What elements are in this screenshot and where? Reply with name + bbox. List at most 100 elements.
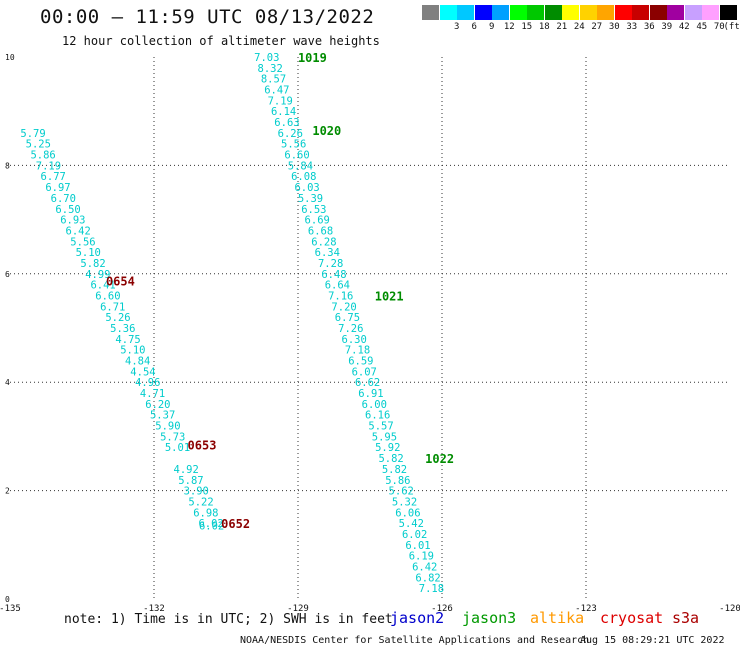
wave-height-value: 8.32: [258, 63, 283, 75]
wave-height-value: 5.62: [389, 486, 414, 498]
chart-subtitle: 12 hour collection of altimeter wave hei…: [62, 34, 380, 48]
color-swatch: [667, 5, 684, 20]
wave-height-value: 5.86: [385, 475, 410, 487]
wave-height-value: 6.77: [41, 171, 66, 183]
satellite-name-s3a: s3a: [672, 609, 700, 627]
wave-height-value: 7.28: [318, 258, 343, 270]
wave-height-value: 5.86: [30, 150, 55, 162]
wave-height-value: 7.19: [268, 95, 293, 107]
wave-height-value: 7.18: [345, 345, 370, 357]
wave-height-value: 6.50: [55, 204, 80, 216]
wave-height-value: 6.48: [321, 269, 346, 281]
color-scale-label: 3: [454, 22, 460, 32]
wave-height-value: 6.42: [66, 225, 91, 237]
wave-height-value: 7.20: [331, 301, 356, 313]
wave-height-value: 6.63: [274, 117, 299, 129]
color-swatch: [684, 5, 702, 20]
wave-height-value: 4.84: [125, 356, 150, 368]
wave-height-value: 6.53: [301, 204, 326, 216]
wave-height-value: 5.26: [105, 312, 130, 324]
color-scale-label: 45: [696, 22, 708, 32]
wave-height-value: 5.84: [288, 160, 313, 172]
footer-timestamp: Aug 15 08:29:21 UTC 2022: [580, 635, 725, 646]
x-tick-label: -135: [0, 604, 21, 614]
color-swatch: [632, 5, 649, 20]
satellite-name-cryosat: cryosat: [600, 609, 664, 627]
wave-height-value: 5.37: [150, 410, 175, 422]
pass-time-label: 1020: [312, 124, 341, 138]
footer-note: note: 1) Time is in UTC; 2) SWH is in fe…: [64, 612, 393, 627]
wave-height-value: 6.93: [60, 215, 85, 227]
color-scale-label: 12: [503, 22, 515, 32]
color-swatch: [614, 5, 632, 20]
wave-height-value: 5.87: [178, 475, 203, 487]
wave-height-value: 6.42: [412, 561, 437, 573]
color-scale-label: 33: [626, 22, 638, 32]
wave-height-value: 6.14: [271, 106, 296, 118]
wave-height-value: 5.32: [392, 496, 417, 508]
wave-height-value: 8.57: [261, 74, 286, 86]
color-scale-label: 24: [573, 22, 585, 32]
wave-height-value: 6.19: [409, 551, 434, 563]
wave-height-value: 7.03: [254, 52, 279, 64]
color-scale-label: 6: [471, 22, 477, 32]
wave-height-value: 4.54: [130, 366, 155, 378]
wave-height-value: 6.75: [335, 312, 360, 324]
wave-height-value: 5.56: [281, 139, 306, 151]
color-swatch: [439, 5, 457, 20]
wave-height-value: 6.47: [264, 85, 289, 97]
wave-height-value: 6.02: [402, 529, 427, 541]
x-tick-label: -123: [575, 604, 597, 614]
wave-height-value: 6.02: [199, 520, 224, 532]
wave-height-value: 5.95: [372, 431, 397, 443]
color-scale-label: 70: [713, 22, 725, 32]
color-swatch: [702, 5, 719, 20]
color-swatch: [649, 5, 667, 20]
wave-height-value: 6.71: [100, 301, 125, 313]
color-swatch: [562, 5, 579, 20]
satellite-name-jason2: jason2: [390, 609, 445, 627]
color-swatch: [597, 5, 614, 20]
wave-height-value: 5.82: [382, 464, 407, 476]
wave-height-value: 5.36: [110, 323, 135, 335]
pass-time-label: 1022: [425, 452, 454, 466]
color-scale-unit: (ft): [723, 22, 740, 32]
y-tick-label: 6: [5, 270, 10, 279]
pass-time-label: 0652: [221, 517, 250, 531]
wave-height-value: 6.41: [90, 280, 115, 292]
wave-height-value: 5.57: [368, 421, 393, 433]
wave-height-value: 6.70: [51, 193, 76, 205]
pass-time-label: 0653: [188, 439, 217, 453]
wave-height-value: 4.99: [85, 269, 110, 281]
color-scale-label: 9: [489, 22, 495, 32]
pass-time-label: 1021: [375, 289, 404, 303]
wave-height-value: 5.79: [20, 128, 45, 140]
wave-height-value: 6.01: [405, 540, 430, 552]
wave-height-value: 4.71: [140, 388, 165, 400]
wave-height-value: 6.28: [311, 236, 336, 248]
wave-height-value: 6.08: [291, 171, 316, 183]
satellite-name-jason3: jason3: [462, 609, 517, 627]
color-swatch: [509, 5, 527, 20]
color-scale-label: 15: [521, 22, 533, 32]
wave-height-value: 5.42: [399, 518, 424, 530]
wave-height-value: 4.75: [115, 334, 140, 346]
wave-height-value: 6.98: [193, 507, 218, 519]
wave-height-value: 5.56: [70, 236, 95, 248]
color-swatch: [579, 5, 597, 20]
wave-height-value: 5.82: [378, 453, 403, 465]
y-tick-label: 4: [5, 378, 10, 387]
y-tick-label: 10: [5, 53, 15, 62]
color-swatch: [527, 5, 544, 20]
color-scale-label: 36: [643, 22, 655, 32]
chart-title: 00:00 – 11:59 UTC 08/13/2022: [40, 6, 375, 28]
wave-height-value: 6.06: [395, 507, 420, 519]
wave-height-value: 7.18: [419, 583, 444, 595]
wave-height-value: 6.91: [358, 388, 383, 400]
wave-height-value: 6.97: [45, 182, 70, 194]
x-tick-label: -129: [287, 604, 309, 614]
wave-height-value: 6.62: [355, 377, 380, 389]
wave-height-value: 6.82: [415, 572, 440, 584]
wave-height-value: 3.90: [184, 486, 209, 498]
